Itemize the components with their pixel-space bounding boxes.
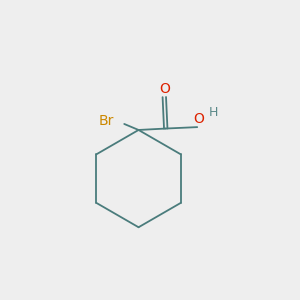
Text: O: O xyxy=(159,82,170,96)
Text: Br: Br xyxy=(98,113,114,128)
Text: O: O xyxy=(193,112,204,126)
Text: H: H xyxy=(209,106,218,119)
